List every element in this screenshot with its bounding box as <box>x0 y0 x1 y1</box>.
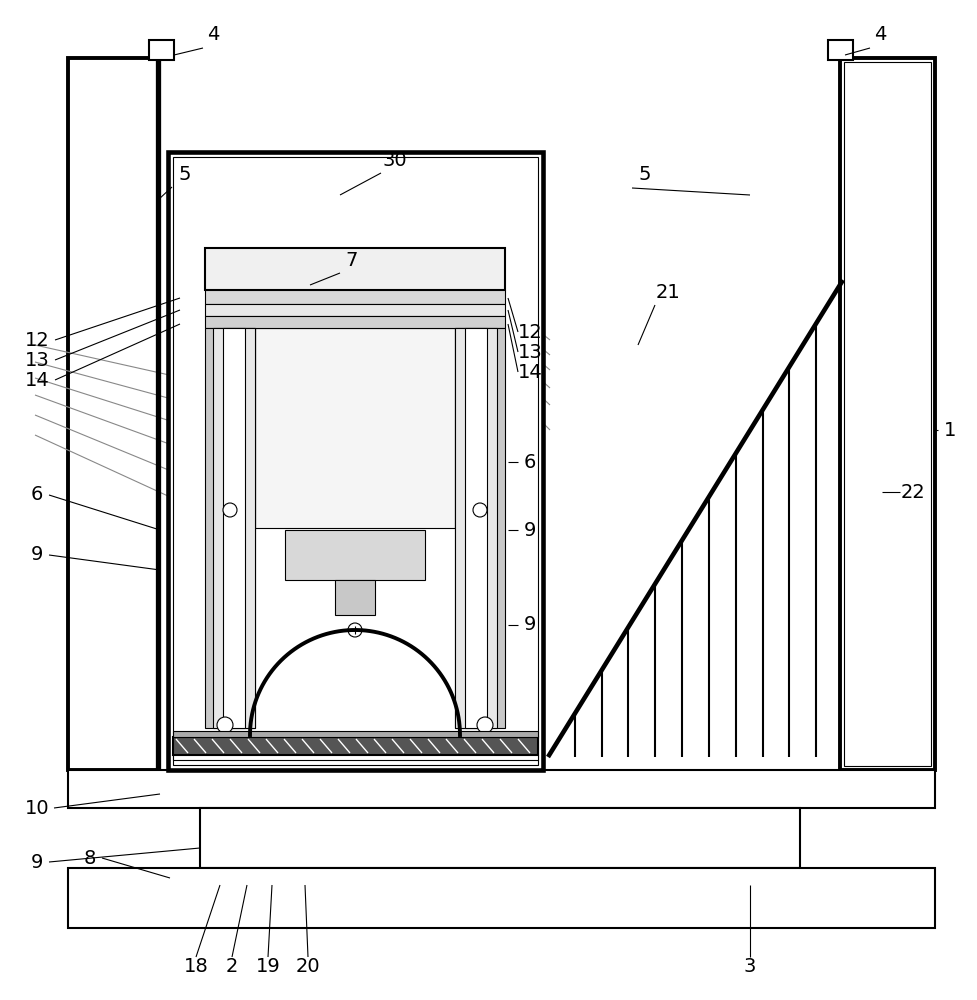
Bar <box>173 731 538 737</box>
Bar <box>455 328 505 728</box>
Text: 8: 8 <box>84 848 96 867</box>
Bar <box>255 328 455 528</box>
Text: 21: 21 <box>656 282 680 302</box>
Bar <box>173 157 538 765</box>
Bar <box>455 328 497 728</box>
Bar <box>68 58 158 770</box>
Text: 18: 18 <box>184 958 208 976</box>
Bar <box>173 755 538 760</box>
Bar <box>223 328 245 728</box>
Text: 10: 10 <box>24 798 49 818</box>
Text: 5: 5 <box>179 165 191 184</box>
Text: 13: 13 <box>24 351 50 369</box>
Text: 7: 7 <box>346 250 359 269</box>
Text: 14: 14 <box>518 362 542 381</box>
Text: 9: 9 <box>31 852 43 871</box>
Bar <box>285 530 425 580</box>
Circle shape <box>348 623 362 637</box>
Text: 3: 3 <box>743 958 756 976</box>
Text: 4: 4 <box>873 25 886 44</box>
Circle shape <box>217 717 233 733</box>
Text: 9: 9 <box>31 546 43 564</box>
Text: 6: 6 <box>524 452 536 472</box>
Text: 13: 13 <box>518 342 542 361</box>
Text: 1: 1 <box>944 420 956 440</box>
Bar <box>840 58 935 770</box>
Bar <box>205 248 505 290</box>
Text: 14: 14 <box>24 370 50 389</box>
Bar <box>828 40 853 60</box>
Bar <box>68 770 935 808</box>
Text: 5: 5 <box>639 165 652 184</box>
Circle shape <box>223 503 237 517</box>
Text: 12: 12 <box>24 330 50 350</box>
Text: 12: 12 <box>518 322 542 342</box>
Bar <box>173 737 538 755</box>
Bar <box>205 328 255 728</box>
Bar <box>205 304 505 316</box>
Bar <box>213 328 255 728</box>
Bar <box>205 290 505 304</box>
Bar <box>335 580 375 615</box>
Text: 4: 4 <box>207 25 219 44</box>
Text: 30: 30 <box>383 150 407 169</box>
Text: 6: 6 <box>31 486 43 504</box>
Text: 20: 20 <box>296 958 320 976</box>
Text: 2: 2 <box>226 958 238 976</box>
Bar <box>200 808 800 868</box>
Circle shape <box>477 717 493 733</box>
Bar <box>68 868 935 928</box>
Bar <box>149 40 174 60</box>
Text: 22: 22 <box>901 483 925 502</box>
Bar <box>465 328 487 728</box>
Text: 19: 19 <box>256 958 280 976</box>
Bar <box>168 152 543 770</box>
Text: 9: 9 <box>524 615 536 635</box>
Text: 9: 9 <box>524 520 536 540</box>
Bar <box>205 316 505 328</box>
Bar <box>844 62 931 766</box>
Circle shape <box>473 503 487 517</box>
